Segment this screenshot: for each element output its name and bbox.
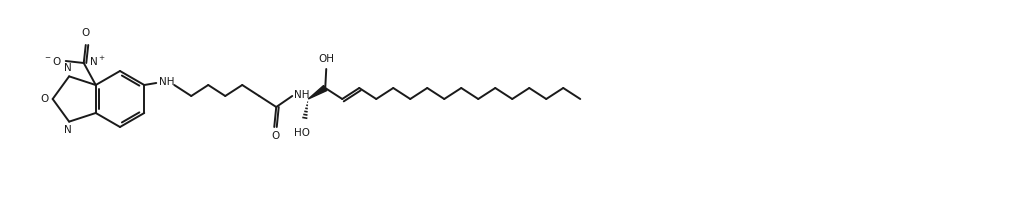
Text: $\mathregular{N^+}$: $\mathregular{N^+}$ [89, 54, 105, 68]
Text: O: O [271, 131, 279, 141]
Text: $\mathregular{^-O}$: $\mathregular{^-O}$ [43, 55, 62, 67]
Text: O: O [82, 28, 90, 38]
Text: NH: NH [293, 90, 310, 100]
Text: NH: NH [159, 77, 174, 87]
Polygon shape [308, 86, 326, 99]
Text: O: O [41, 94, 49, 104]
Text: N: N [64, 63, 72, 73]
Text: HO: HO [293, 128, 310, 138]
Text: OH: OH [318, 54, 334, 64]
Text: N: N [64, 125, 72, 135]
